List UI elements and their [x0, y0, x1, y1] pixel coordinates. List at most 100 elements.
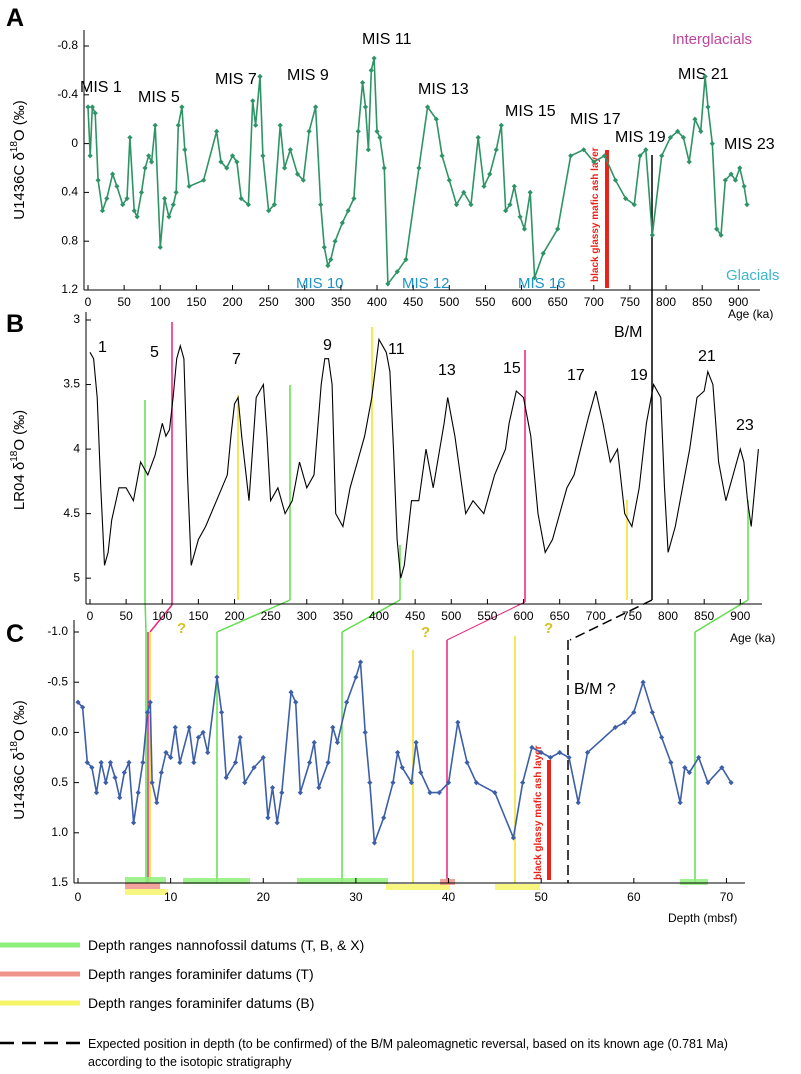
data-marker: [117, 795, 123, 801]
data-marker: [475, 134, 481, 141]
mis-number: 7: [232, 351, 241, 368]
data-marker: [705, 780, 711, 786]
data-marker: [365, 147, 371, 153]
mis-label: MIS 5: [138, 89, 180, 106]
data-marker: [631, 709, 637, 715]
data-marker: [173, 189, 179, 195]
y-tick-label: 4: [73, 441, 80, 455]
x-tick-label: 750: [622, 609, 642, 623]
data-marker: [381, 815, 387, 821]
data-marker: [737, 165, 743, 171]
x-tick-label: 30: [349, 890, 363, 904]
data-marker: [374, 128, 380, 134]
data-marker: [147, 699, 153, 705]
data-marker: [175, 122, 181, 128]
annotations-b: 1 5 7 9 11 13 15 17 19 21 23 B/M: [98, 324, 754, 434]
mis-number: 5: [150, 344, 159, 361]
x-tick-label: 70: [720, 890, 734, 904]
x-tick-label: 40: [442, 890, 456, 904]
data-marker: [368, 67, 374, 73]
connector: [446, 601, 526, 641]
y-axis-label-part: 18: [9, 741, 20, 753]
panel-letter: B: [6, 310, 24, 338]
data-marker: [436, 790, 442, 796]
data-marker: [557, 749, 563, 756]
data-marker: [157, 244, 163, 250]
data-marker: [140, 759, 146, 766]
x-tick-label: 550: [477, 609, 497, 623]
y-tick-label: 5: [73, 570, 80, 584]
x-tick-label: 100: [150, 295, 170, 309]
x-tick-label: 400: [367, 295, 387, 309]
data-marker: [612, 177, 619, 183]
data-line: [89, 337, 759, 579]
data-marker: [461, 189, 467, 195]
data-marker: [87, 153, 93, 159]
data-marker: [80, 704, 86, 710]
data-marker: [242, 780, 248, 786]
data-marker: [313, 104, 319, 110]
data-marker: [287, 147, 293, 153]
data-marker: [306, 759, 313, 766]
data-marker: [353, 674, 359, 680]
data-marker: [281, 165, 288, 171]
data-marker: [728, 171, 734, 177]
data-marker: [612, 724, 618, 730]
data-marker: [148, 159, 155, 165]
data-marker: [487, 171, 493, 177]
y-axis-label-part: LR04 δ: [11, 462, 28, 510]
data-marker: [257, 73, 263, 80]
ash-label: black glassy mafic ash layer: [533, 745, 544, 880]
data-marker: [297, 790, 303, 796]
data-marker: [131, 208, 137, 214]
y-tick-label: 3.5: [63, 377, 80, 391]
data-marker: [686, 769, 693, 776]
data-marker: [705, 104, 711, 110]
data-marker: [547, 754, 554, 761]
data-marker: [288, 689, 294, 695]
mis-number: 19: [630, 367, 648, 384]
data-marker: [355, 128, 361, 134]
data-marker: [274, 820, 280, 826]
x-tick-label: 500: [439, 295, 459, 309]
data-marker: [84, 759, 90, 766]
mis-number: 17: [567, 367, 585, 384]
x-tick-label: 700: [584, 295, 604, 309]
data-marker: [385, 281, 391, 287]
data-marker: [253, 122, 259, 128]
x-tick-label: 0: [75, 890, 82, 904]
data-marker: [300, 177, 306, 183]
data-marker: [677, 800, 683, 806]
x-tick-label: 200: [225, 609, 245, 623]
connector: [149, 604, 173, 633]
data-marker: [517, 214, 523, 220]
mis-label: MIS 17: [570, 111, 621, 128]
data-marker: [107, 759, 114, 766]
data-marker: [205, 749, 211, 756]
y-axis-label-part: 18: [9, 450, 20, 462]
x-tick-label: 550: [475, 295, 495, 309]
data-marker: [381, 165, 387, 171]
data-marker: [538, 749, 544, 756]
data-marker: [362, 729, 368, 735]
data-marker: [152, 122, 158, 128]
data-marker: [344, 699, 350, 705]
data-marker: [568, 153, 574, 159]
data-line: [77, 661, 732, 844]
data-marker: [311, 739, 317, 746]
x-axis-label: Age (ka): [730, 631, 775, 645]
y-tick-label: -1.0: [47, 624, 68, 638]
y-tick-label: -0.5: [47, 674, 68, 688]
data-marker: [637, 153, 643, 159]
data-marker: [114, 183, 120, 189]
data-marker: [229, 153, 236, 159]
mis-number: 23: [736, 417, 754, 434]
data-marker: [425, 104, 431, 110]
data-marker: [186, 724, 192, 730]
data-marker: [399, 764, 405, 771]
glacials-label: Glacials: [726, 267, 779, 284]
data-marker: [602, 153, 608, 159]
data-marker: [649, 232, 655, 238]
data-marker: [277, 122, 283, 128]
